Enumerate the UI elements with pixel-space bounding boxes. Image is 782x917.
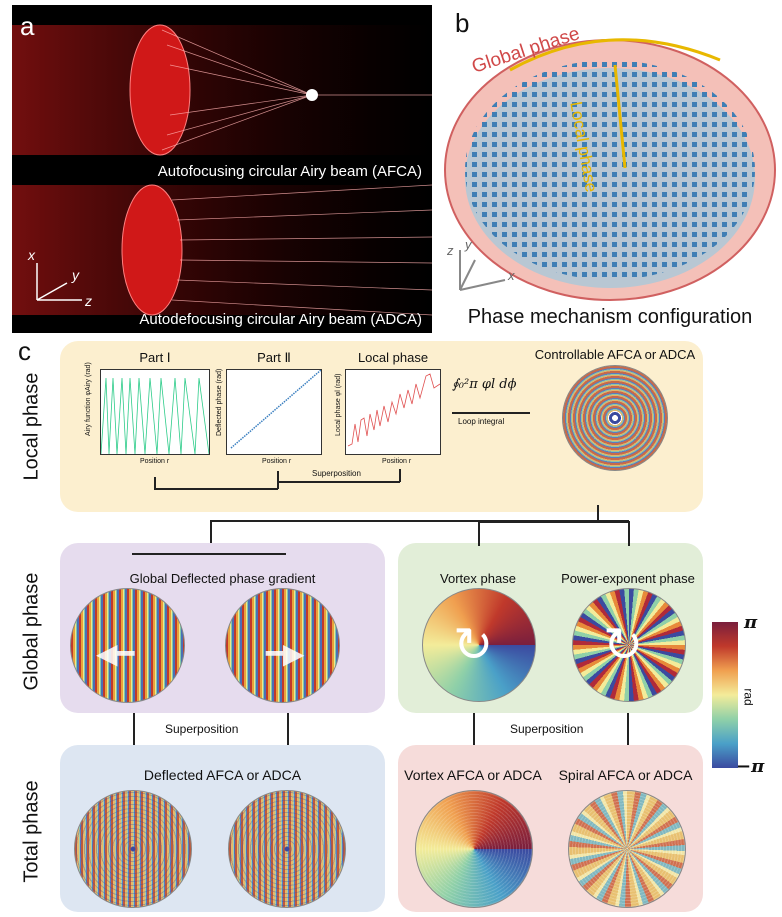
deflected-phase-disk-right: ━▶: [225, 588, 340, 703]
local-phase-box: Part Ⅰ Airy function φAiry (rad) Positio…: [60, 341, 703, 512]
adca-metasurface: [121, 184, 183, 316]
part2-xlabel: Position r: [262, 458, 292, 465]
part1-xlabel: Position r: [140, 458, 170, 465]
airy-beam-render: [12, 24, 432, 316]
local-plot: [345, 369, 441, 455]
b-axis-z: z: [447, 243, 454, 258]
axis-z-label: z: [85, 293, 92, 309]
axis-x-label: x: [28, 247, 35, 263]
power-exponent-title: Power-exponent phase: [561, 571, 695, 586]
superposition-left: Superposition: [165, 722, 239, 736]
loop-integral-label: Loop integral: [458, 417, 505, 426]
global-vortex-box: Vortex phase Power-exponent phase ↻ ↻: [398, 521, 703, 713]
row-label-global: Global phase: [20, 572, 43, 691]
afca-metasurface: [129, 24, 191, 156]
spiral-total-title: Spiral AFCA or ADCA: [558, 767, 693, 783]
spiral-total-disk: [568, 790, 686, 908]
panel-a-letter: a: [20, 11, 35, 41]
vortex-total-title: Vortex AFCA or ADCA: [404, 767, 542, 783]
b-axis-y: y: [465, 237, 472, 252]
part1-plot: [100, 369, 210, 455]
afca-caption: Autofocusing circular Airy beam (AFCA): [157, 163, 422, 180]
metasurface-disk: [444, 38, 776, 301]
part1-title: Part Ⅰ: [139, 350, 171, 365]
local-curve: [347, 373, 441, 447]
arrow-left-icon: ◀━: [96, 638, 135, 669]
global-deflected-box: Global Deflected phase gradient ◀━ ━▶: [60, 543, 385, 713]
panel-c-letter: c: [18, 336, 31, 366]
part1-curve: [100, 377, 210, 455]
loop-integral-formula: ∮₀²π φl dϕ: [452, 377, 517, 392]
colorbar-max: π: [744, 612, 758, 633]
vortex-phase-disk: ↻: [422, 588, 536, 702]
deflected-total-title: Deflected AFCA or ADCA: [143, 767, 302, 783]
panel-b-letter: b: [455, 8, 470, 38]
superposition-right: Superposition: [510, 722, 584, 736]
rotation-arrow-icon: ↻: [453, 619, 494, 672]
part2-plot: [226, 369, 322, 455]
total-vortex-box: Vortex AFCA or ADCA Spiral AFCA or ADCA: [398, 745, 703, 912]
local-plot-ylabel: Local phase φl (rad): [335, 373, 342, 436]
panel-b-caption: Phase mechanism configuration: [467, 306, 753, 328]
colorbar-min: −π: [736, 756, 765, 777]
adca-caption: Autodefocusing circular Airy beam (ADCA): [139, 311, 422, 328]
phase-colorbar: [712, 622, 738, 768]
local-plot-xlabel: Position r: [382, 458, 412, 465]
colorbar-label: rad: [741, 688, 756, 706]
vortex-total-disk: [415, 790, 533, 908]
b-axis-x: x: [508, 268, 515, 283]
row-label-local: Local phase: [20, 372, 43, 481]
superposition-local: Superposition: [312, 469, 361, 478]
deflected-total-disk-right: [228, 790, 346, 908]
rotation-arrow-icon-2: ↻: [603, 619, 644, 672]
part2-curve: [230, 369, 322, 449]
total-deflected-box: Deflected AFCA or ADCA: [60, 745, 385, 912]
part2-ylabel: Deflected phase (rad): [216, 368, 223, 436]
arrow-right-icon: ━▶: [266, 638, 305, 669]
vortex-phase-title: Vortex phase: [440, 571, 516, 586]
deflected-phase-disk-left: ◀━: [70, 588, 185, 703]
controllable-phase-disk: [562, 365, 668, 471]
row-label-total: Total phase: [20, 780, 43, 883]
deflected-total-disk-left: [74, 790, 192, 908]
controllable-title: Controllable AFCA or ADCA: [534, 347, 696, 362]
global-deflected-title: Global Deflected phase gradient: [129, 571, 316, 586]
axis-y-label: y: [72, 267, 79, 283]
panel-a-beam-illustration: a Autofocusing circular Airy beam (AFCA)…: [12, 5, 432, 333]
power-exponent-disk: ↻: [572, 588, 686, 702]
part1-ylabel: Airy function φAiry (rad): [85, 362, 92, 436]
part2-title: Part Ⅱ: [257, 350, 291, 365]
local-plot-title: Local phase: [357, 350, 429, 365]
